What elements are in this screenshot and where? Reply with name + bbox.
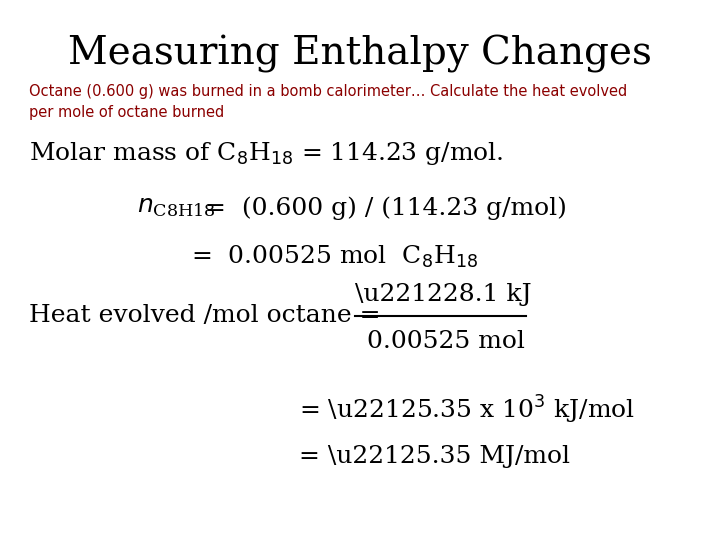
Text: =  0.00525 mol  C$_8$H$_{18}$: = 0.00525 mol C$_8$H$_{18}$ — [191, 244, 478, 269]
Text: per mole of octane burned: per mole of octane burned — [29, 105, 224, 120]
Text: Octane (0.600 g) was burned in a bomb calorimeter… Calculate the heat evolved: Octane (0.600 g) was burned in a bomb ca… — [29, 84, 627, 99]
Text: 0.00525 mol: 0.00525 mol — [367, 330, 525, 353]
Text: \u221228.1 kJ: \u221228.1 kJ — [355, 283, 531, 306]
Text: = \u22125.35 MJ/mol: = \u22125.35 MJ/mol — [299, 445, 570, 468]
Text: $\mathit{n}_\mathregular{C8H18}$: $\mathit{n}_\mathregular{C8H18}$ — [137, 197, 215, 219]
Text: = \u22125.35 x 10$^3$ kJ/mol: = \u22125.35 x 10$^3$ kJ/mol — [299, 394, 635, 427]
Text: Measuring Enthalpy Changes: Measuring Enthalpy Changes — [68, 35, 652, 73]
Text: =  (0.600 g) / (114.23 g/mol): = (0.600 g) / (114.23 g/mol) — [205, 196, 567, 220]
Text: Heat evolved /mol octane =: Heat evolved /mol octane = — [29, 305, 380, 327]
Text: Molar mass of C$_8$H$_{18}$ = 114.23 g/mol.: Molar mass of C$_8$H$_{18}$ = 114.23 g/m… — [29, 140, 503, 167]
